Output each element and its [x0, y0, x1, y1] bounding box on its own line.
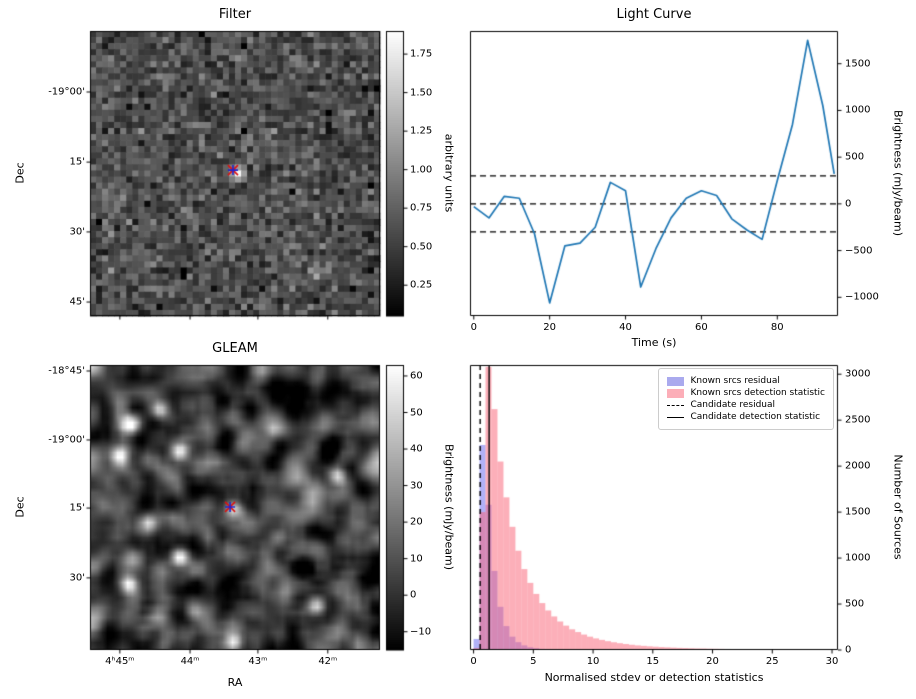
gleam-xtick-label: 43ᵐ	[248, 656, 268, 667]
gleam-colorbar-tick-label: 10	[410, 553, 423, 565]
gleam-ra-axis-label: RA	[227, 676, 243, 689]
filter-dec-axis-label: Dec	[13, 162, 27, 184]
filter-ytick-label: 30'	[69, 226, 85, 238]
light-curve-ytick-label: −1000	[845, 291, 879, 303]
light-curve-ytick-label: −500	[845, 245, 873, 257]
filter-colorbar-tick-label: 0.50	[410, 241, 433, 253]
gleam-ytick-label: -19°00'	[48, 434, 85, 446]
legend-label: Candidate detection statistic	[690, 412, 821, 422]
light-curve-ytick-label: 0	[845, 198, 852, 210]
histogram-xtick-label: 20	[706, 656, 719, 667]
legend-item-candidate-residual: Candidate residual	[667, 400, 825, 410]
legend-label: Candidate residual	[690, 400, 776, 410]
filter-colorbar-tick-label: 0.75	[410, 202, 433, 214]
legend-solid-line-icon	[667, 416, 685, 418]
light-curve-xtick-label: 80	[770, 322, 784, 333]
legend-label: Known srcs detection statistic	[690, 388, 825, 398]
gleam-dec-axis-label: Dec	[13, 496, 27, 518]
legend-item-known-residual: Known srcs residual	[667, 376, 825, 386]
gleam-colorbar-tick-label: 40	[410, 443, 423, 455]
histogram-xtick-label: 30	[825, 656, 839, 667]
histogram-ytick-label: 0	[845, 644, 852, 656]
histogram-xtick-label: 5	[530, 656, 537, 667]
filter-colorbar-tick-label: 1.50	[410, 87, 433, 99]
light-curve-xtick-label: 60	[695, 322, 708, 333]
filter-colorbar-tick-label: 0.25	[410, 279, 433, 291]
filter-colorbar-tick-label: 1.00	[410, 164, 433, 176]
gleam-ytick-label: -18°45'	[48, 365, 85, 377]
legend-patch-residual-icon	[667, 376, 685, 386]
legend-label: Known srcs residual	[690, 376, 780, 386]
histogram-ytick-label: 500	[845, 598, 865, 610]
filter-colorbar-tick-label: 1.75	[410, 48, 433, 60]
gleam-xtick-label: 44ᵐ	[180, 656, 200, 667]
light-curve-ytick-label: 1500	[845, 58, 871, 70]
gleam-colorbar-label: Brightness (mJy/beam)	[442, 443, 456, 571]
gleam-xtick-label: 4ʰ45ᵐ	[105, 656, 135, 667]
histogram-legend: Known srcs residual Known srcs detection…	[658, 368, 834, 430]
light-curve-title: Light Curve	[616, 7, 692, 22]
legend-item-candidate-detection: Candidate detection statistic	[667, 412, 825, 422]
gleam-xtick-label: 42ᵐ	[318, 656, 338, 667]
light-curve-xtick-label: 0	[470, 322, 477, 333]
histogram-yaxis-label: Number of Sources	[891, 454, 905, 560]
light-curve-yaxis-label: Brightness (mJy/beam)	[891, 109, 905, 237]
gleam-colorbar-tick-label: 50	[410, 407, 423, 418]
histogram-xaxis-label: Normalised stdev or detection statistics	[544, 671, 764, 684]
histogram-ytick-label: 3000	[845, 368, 871, 380]
histogram-ytick-label: 2500	[845, 414, 871, 426]
light-curve-ytick-label: 500	[845, 151, 865, 163]
legend-item-known-detection: Known srcs detection statistic	[667, 388, 825, 398]
light-curve-xaxis-label: Time (s)	[631, 336, 677, 349]
gleam-colorbar-tick-label: 30	[410, 480, 423, 492]
filter-colorbar-tick-label: 1.25	[410, 125, 433, 137]
filter-ytick-label: 15'	[69, 156, 85, 168]
histogram-ytick-label: 1000	[845, 552, 871, 564]
histogram-xtick-label: 15	[646, 656, 660, 667]
histogram-ytick-label: 1500	[845, 506, 871, 518]
histogram-xtick-label: 10	[586, 656, 600, 667]
filter-ytick-label: 45'	[69, 296, 85, 308]
gleam-colorbar-tick-label: 20	[410, 516, 423, 528]
light-curve-xtick-label: 20	[543, 322, 557, 333]
legend-patch-detection-icon	[667, 388, 685, 398]
filter-title: Filter	[218, 7, 252, 22]
gleam-colorbar-tick-label: 0	[410, 589, 417, 601]
histogram-ytick-label: 2000	[845, 460, 871, 472]
histogram-xtick-label: 0	[470, 656, 477, 667]
light-curve-xtick-label: 40	[619, 322, 632, 333]
gleam-title: GLEAM	[212, 341, 258, 356]
legend-dashed-line-icon	[667, 404, 685, 406]
gleam-colorbar-tick-label: 60	[410, 370, 423, 382]
filter-ytick-label: -19°00'	[48, 86, 85, 98]
filter-colorbar-label: arbitrary units	[442, 133, 456, 213]
light-curve-ytick-label: 1000	[845, 104, 871, 116]
gleam-ytick-label: 30'	[69, 572, 85, 584]
gleam-colorbar-tick-label: −10	[410, 626, 432, 638]
histogram-xtick-label: 25	[765, 656, 779, 667]
gleam-ytick-label: 15'	[69, 502, 85, 514]
